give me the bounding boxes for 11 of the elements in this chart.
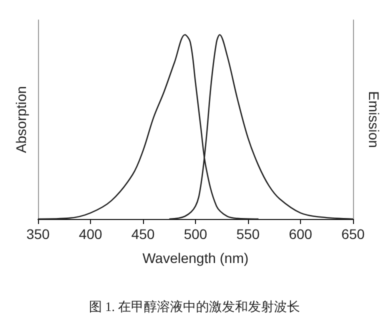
- x-tick-label: 550: [236, 226, 260, 242]
- y2-axis-title: Emission: [366, 91, 382, 148]
- y-axis-title: Absorption: [13, 86, 29, 153]
- x-tick-label: 400: [78, 226, 102, 242]
- x-tick-label: 350: [26, 226, 50, 242]
- x-tick-label: 600: [288, 226, 312, 242]
- x-tick-label: 500: [184, 226, 208, 242]
- x-axis-title: Wavelength (nm): [142, 250, 249, 266]
- x-tick-label: 450: [131, 226, 155, 242]
- x-tick-label: 650: [341, 226, 365, 242]
- caption: 图 1. 在甲醇溶液中的激发和发射波长: [88, 299, 300, 314]
